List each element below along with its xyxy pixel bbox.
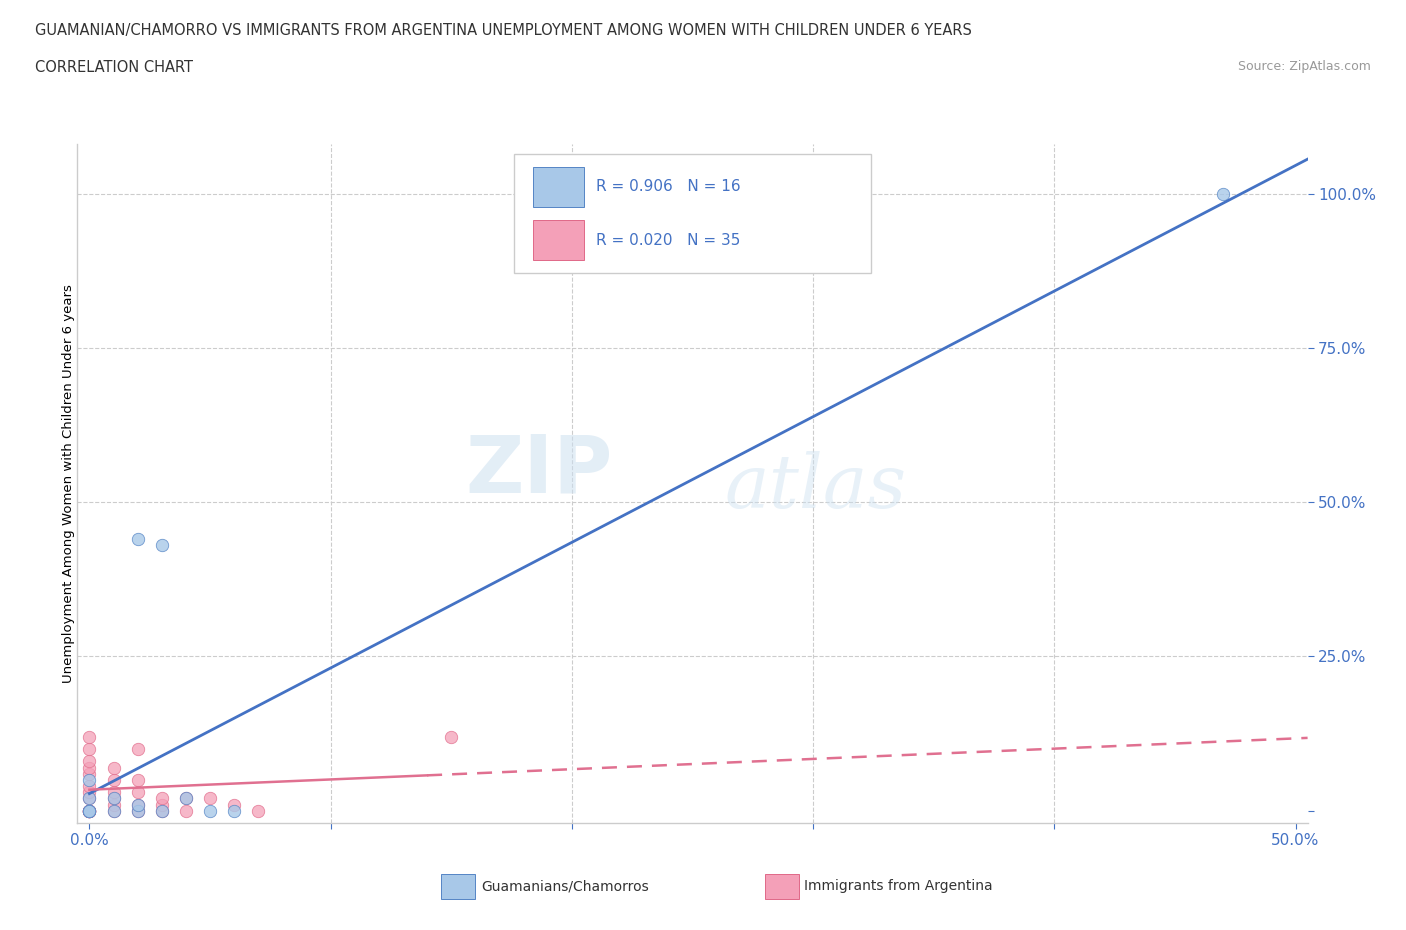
Point — [79, 773, 101, 788]
Point — [103, 773, 125, 788]
Point — [127, 804, 149, 818]
Point — [79, 804, 101, 818]
Point — [150, 797, 173, 812]
Point — [79, 804, 101, 818]
Point — [103, 804, 125, 818]
Point — [150, 790, 173, 805]
Text: Guamanians/Chamorros: Guamanians/Chamorros — [481, 879, 648, 894]
Point — [79, 804, 101, 818]
Point — [103, 797, 125, 812]
Y-axis label: Unemployment Among Women with Children Under 6 years: Unemployment Among Women with Children U… — [62, 285, 76, 683]
Point — [198, 790, 221, 805]
FancyBboxPatch shape — [533, 166, 585, 206]
Text: ZIP: ZIP — [465, 431, 613, 509]
Point — [247, 804, 270, 818]
Point — [127, 773, 149, 788]
Text: R = 0.020   N = 35: R = 0.020 N = 35 — [596, 233, 741, 248]
Point — [174, 804, 197, 818]
Point — [79, 804, 101, 818]
Point — [103, 760, 125, 775]
Point — [127, 804, 149, 818]
Point — [79, 754, 101, 769]
Point — [103, 785, 125, 800]
Text: atlas: atlas — [724, 451, 907, 524]
Point — [79, 790, 101, 805]
Point — [79, 766, 101, 781]
Point — [79, 785, 101, 800]
Point — [150, 804, 173, 818]
FancyBboxPatch shape — [515, 154, 870, 273]
Point — [79, 790, 101, 805]
Point — [174, 790, 197, 805]
Point — [79, 804, 101, 818]
Point — [174, 790, 197, 805]
Text: Immigrants from Argentina: Immigrants from Argentina — [804, 879, 993, 894]
Point — [103, 790, 125, 805]
Point — [224, 804, 246, 818]
Point — [224, 797, 246, 812]
Text: GUAMANIAN/CHAMORRO VS IMMIGRANTS FROM ARGENTINA UNEMPLOYMENT AMONG WOMEN WITH CH: GUAMANIAN/CHAMORRO VS IMMIGRANTS FROM AR… — [35, 23, 972, 38]
Point — [150, 538, 173, 552]
Text: CORRELATION CHART: CORRELATION CHART — [35, 60, 193, 75]
Point — [440, 729, 463, 744]
Point — [127, 785, 149, 800]
Point — [127, 532, 149, 547]
Point — [79, 804, 101, 818]
Point — [127, 741, 149, 756]
FancyBboxPatch shape — [533, 219, 585, 259]
Point — [79, 804, 101, 818]
Point — [103, 790, 125, 805]
Point — [79, 778, 101, 793]
Point — [127, 797, 149, 812]
Point — [1212, 186, 1234, 201]
Point — [79, 729, 101, 744]
Point — [79, 804, 101, 818]
Point — [79, 760, 101, 775]
Point — [127, 797, 149, 812]
Point — [79, 741, 101, 756]
Point — [198, 804, 221, 818]
Point — [150, 804, 173, 818]
Point — [79, 804, 101, 818]
Point — [79, 804, 101, 818]
Text: Source: ZipAtlas.com: Source: ZipAtlas.com — [1237, 60, 1371, 73]
Point — [103, 804, 125, 818]
Text: R = 0.906   N = 16: R = 0.906 N = 16 — [596, 179, 741, 194]
